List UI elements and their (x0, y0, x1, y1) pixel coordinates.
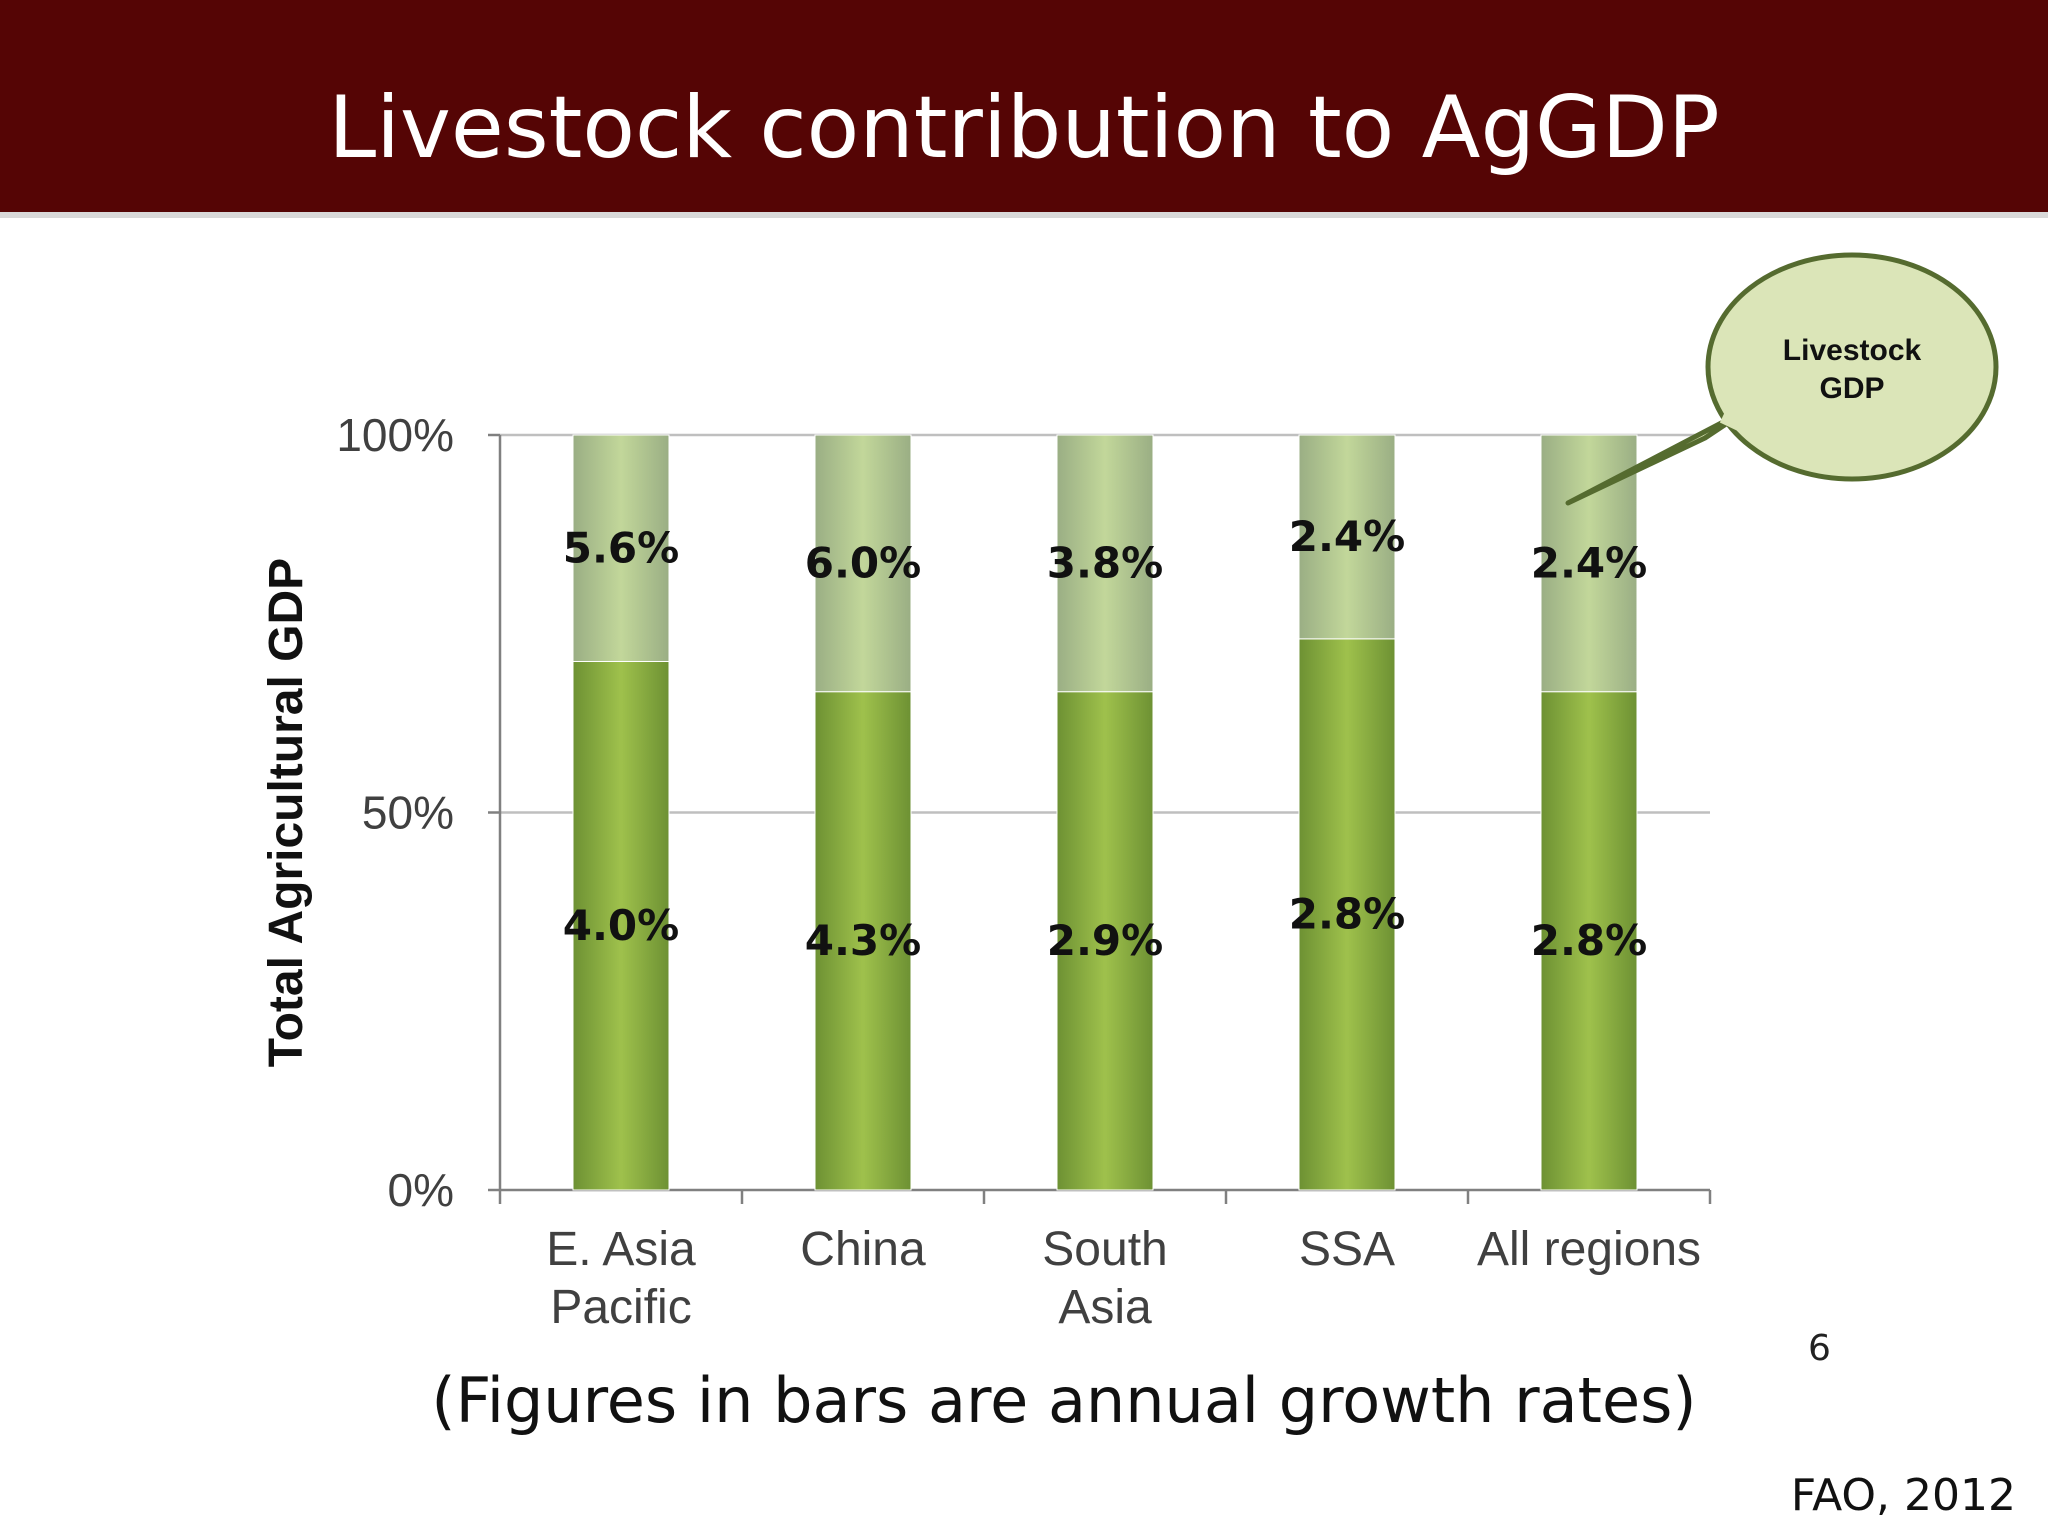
category-label: Asia (1058, 1281, 1152, 1334)
callout-bubble (1705, 252, 1999, 482)
y-tick-label: 50% (362, 787, 454, 839)
source-citation: FAO, 2012 (1790, 1470, 2016, 1521)
chart-caption: (Figures in bars are annual growth rates… (431, 1364, 1697, 1437)
y-tick-label: 100% (336, 409, 454, 461)
title-bar: Livestock contribution to AgGDP (0, 0, 2048, 218)
page-number: 6 (1808, 1328, 1831, 1369)
callout-text-line2: GDP (1819, 372, 1884, 405)
y-axis-title: Total Agricultural GDP (260, 558, 313, 1067)
livestock-value-label: 3.8% (1047, 538, 1163, 587)
category-label: China (800, 1223, 926, 1276)
crop-bar (1540, 691, 1638, 1191)
crop-value-label: 4.3% (805, 916, 921, 965)
category-label: South (1042, 1223, 1167, 1276)
category-label: SSA (1299, 1223, 1395, 1276)
livestock-bar (1056, 434, 1154, 693)
crop-bar (572, 661, 670, 1191)
crop-value-label: 2.8% (1289, 889, 1405, 938)
crop-bar (814, 691, 912, 1191)
crop-bar (1298, 638, 1396, 1191)
livestock-value-label: 2.4% (1289, 512, 1405, 561)
livestock-bar (1298, 434, 1396, 640)
category-label: Pacific (550, 1281, 691, 1334)
crop-value-label: 2.8% (1531, 916, 1647, 965)
livestock-value-label: 6.0% (805, 538, 921, 587)
category-label: E. Asia (546, 1223, 696, 1276)
livestock-bar (814, 434, 912, 693)
livestock-value-label: 2.4% (1531, 538, 1647, 587)
slide-title: Livestock contribution to AgGDP (328, 78, 1720, 178)
callout-joint (1719, 413, 1763, 441)
y-tick-label: 0% (388, 1164, 454, 1216)
category-label: All regions (1477, 1223, 1701, 1276)
crop-bar (1056, 691, 1154, 1191)
callout-text-line1: Livestock (1783, 334, 1922, 367)
crop-value-label: 2.9% (1047, 916, 1163, 965)
crop-value-label: 4.0% (563, 901, 679, 950)
livestock-bar (572, 434, 670, 662)
livestock-value-label: 5.6% (563, 523, 679, 572)
